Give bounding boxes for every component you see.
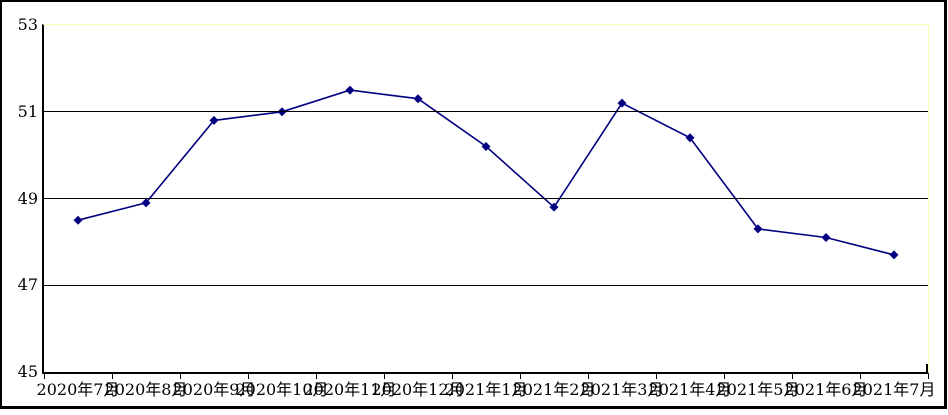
plot-area — [42, 24, 929, 374]
x-axis-tick — [111, 374, 113, 379]
data-point-marker — [141, 198, 151, 208]
x-axis-label: 2021年4月 — [648, 380, 732, 399]
x-axis-tick — [43, 374, 45, 379]
x-axis-label: 2021年2月 — [512, 380, 596, 399]
x-axis-tick — [519, 374, 521, 379]
y-axis-label: 49 — [17, 188, 38, 208]
x-axis-tick — [859, 374, 861, 379]
gridline-49 — [44, 198, 928, 199]
x-axis-tick — [723, 374, 725, 379]
data-point-marker — [73, 215, 83, 225]
series-line — [77, 89, 895, 256]
x-axis-label: 2020年8月 — [104, 380, 188, 399]
data-point-marker — [209, 115, 219, 125]
x-axis-tick — [315, 374, 317, 379]
y-axis-label: 45 — [17, 362, 38, 381]
x-axis-tick — [383, 374, 385, 379]
x-axis-tick — [451, 374, 453, 379]
gridline-47 — [44, 284, 928, 286]
x-axis-label: 2021年6月 — [784, 380, 868, 399]
x-axis-tick — [179, 374, 181, 379]
x-axis-label: 2020年9月 — [172, 380, 256, 399]
x-axis-tick — [927, 374, 929, 379]
x-axis-tick — [587, 374, 589, 379]
data-point-marker — [345, 85, 355, 95]
x-axis-label: 2020年10月 — [235, 380, 329, 399]
line-series — [73, 85, 899, 260]
x-axis-label: 2020年11月 — [303, 380, 397, 399]
data-point-marker — [617, 98, 627, 108]
y-axis-label: 53 — [17, 15, 38, 34]
gridline-51 — [44, 111, 928, 113]
x-axis-tick — [655, 374, 657, 379]
x-axis-tick — [247, 374, 249, 379]
data-point-marker — [685, 133, 695, 143]
data-point-marker — [889, 250, 899, 260]
y-axis-label: 47 — [17, 275, 38, 295]
x-axis-label: 2020年12月 — [371, 380, 465, 399]
x-axis-label: 2020年7月 — [36, 380, 120, 399]
data-point-marker — [481, 141, 491, 151]
x-axis-tick — [791, 374, 793, 379]
x-axis-label: 2021年1月 — [444, 380, 528, 399]
x-axis-label: 2021年7月 — [852, 380, 936, 399]
x-axis-label: 2021年3月 — [580, 380, 664, 399]
data-point-marker — [821, 233, 831, 243]
data-point-marker — [549, 202, 559, 212]
x-axis-label: 2021年5月 — [716, 380, 800, 399]
data-point-marker — [413, 94, 423, 104]
data-point-marker — [753, 224, 763, 234]
y-axis-label: 51 — [17, 101, 38, 121]
axis-end-stub — [926, 364, 928, 372]
